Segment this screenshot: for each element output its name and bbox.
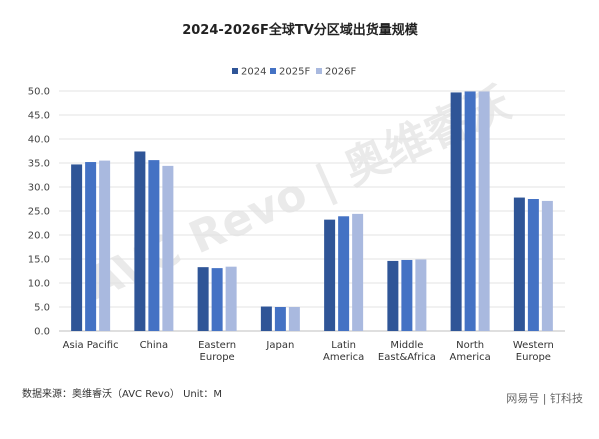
x-tick-label: East&Africa [378, 352, 436, 363]
bar-2025f-3 [274, 307, 286, 331]
y-tick-label: 20.0 [28, 231, 50, 242]
bar-2024-1 [134, 151, 146, 331]
y-tick-label: 45.0 [28, 111, 50, 122]
bar-2026f-1 [162, 165, 174, 331]
bar-2026f-7 [541, 200, 553, 331]
y-tick-label: 50.0 [28, 87, 50, 98]
bar-2026f-6 [478, 91, 490, 331]
legend-label: 2024 [241, 67, 266, 78]
bar-2024-3 [260, 306, 272, 331]
corner-label: 网易号 | 钉科技 [506, 391, 583, 405]
bar-2026f-4 [352, 213, 364, 331]
x-tick-label: Asia Pacific [63, 340, 119, 351]
legend-swatch [232, 68, 238, 74]
bar-2024-0 [71, 164, 83, 331]
bar-2024-4 [324, 219, 336, 331]
x-tick-label: Europe [516, 352, 551, 363]
bars [71, 91, 553, 331]
x-tick-label: America [323, 352, 364, 363]
y-tick-label: 40.0 [28, 135, 50, 146]
y-axis: 0.0 5.0 10.0 15.0 20.0 25.0 30.0 35.0 40.0 45.0 50… [28, 87, 50, 338]
y-tick-label: 25.0 [28, 207, 50, 218]
bar-2025f-5 [401, 259, 413, 331]
bar-2025f-7 [527, 199, 539, 331]
bar-2024-6 [450, 92, 462, 331]
x-tick-label: China [140, 340, 169, 351]
y-tick-label: 30.0 [28, 183, 50, 194]
source-note: 数据来源：奥维睿沃（AVC Revo） Unit：M [22, 387, 222, 400]
bar-2025f-4 [338, 216, 350, 331]
legend-swatch [316, 68, 322, 74]
x-tick-label: North [456, 340, 484, 351]
y-tick-label: 0.0 [34, 327, 50, 338]
bar-2026f-5 [415, 259, 427, 331]
bar-2025f-0 [85, 162, 97, 331]
y-tick-label: 15.0 [28, 255, 50, 266]
bar-2024-5 [387, 260, 399, 331]
bar-2025f-6 [464, 91, 476, 331]
bar-2025f-1 [148, 160, 160, 331]
x-tick-label: Japan [265, 340, 294, 351]
legend-label: 2025F [279, 67, 310, 78]
x-tick-label: Eastern [198, 340, 236, 351]
bar-2024-7 [513, 197, 525, 331]
bar-2026f-0 [99, 160, 111, 331]
bar-2024-2 [197, 267, 209, 331]
y-tick-label: 35.0 [28, 159, 50, 170]
bar-2025f-2 [211, 268, 223, 331]
bar-2026f-3 [288, 307, 300, 331]
bar-2026f-2 [225, 266, 237, 331]
x-tick-label: Western [513, 340, 554, 351]
x-tick-label: Middle [390, 340, 423, 351]
y-tick-label: 5.0 [34, 303, 50, 314]
x-tick-label: Latin [331, 340, 356, 351]
legend-swatch [270, 68, 276, 74]
y-tick-label: 10.0 [28, 279, 50, 290]
legend: 2024 2025F 2026F [232, 67, 356, 78]
x-tick-label: America [450, 352, 491, 363]
legend-label: 2026F [325, 67, 356, 78]
x-tick-label: Europe [200, 352, 235, 363]
chart-title: 2024-2026F全球TV分区域出货量规模 [182, 22, 419, 38]
